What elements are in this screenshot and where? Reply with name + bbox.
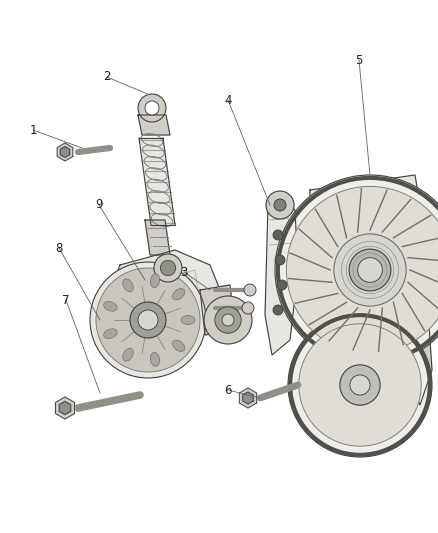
Polygon shape <box>60 147 70 157</box>
Polygon shape <box>145 220 170 255</box>
Ellipse shape <box>173 340 185 351</box>
Circle shape <box>274 199 286 211</box>
Circle shape <box>275 255 285 265</box>
Polygon shape <box>243 392 253 404</box>
Circle shape <box>288 313 432 457</box>
Circle shape <box>334 234 406 306</box>
Polygon shape <box>308 175 420 420</box>
Circle shape <box>90 262 206 378</box>
Polygon shape <box>139 138 175 225</box>
Circle shape <box>299 324 421 446</box>
Circle shape <box>242 302 254 314</box>
Polygon shape <box>57 143 73 161</box>
Circle shape <box>358 257 382 282</box>
Ellipse shape <box>104 302 117 311</box>
Circle shape <box>215 307 241 333</box>
Text: 3: 3 <box>180 265 188 279</box>
Ellipse shape <box>104 329 117 338</box>
Circle shape <box>145 101 159 115</box>
Polygon shape <box>56 397 74 419</box>
Circle shape <box>286 187 438 353</box>
Circle shape <box>350 375 370 395</box>
Circle shape <box>273 230 283 240</box>
Circle shape <box>130 302 166 338</box>
Circle shape <box>266 191 294 219</box>
Circle shape <box>277 280 287 290</box>
Ellipse shape <box>150 273 159 287</box>
Circle shape <box>244 284 256 296</box>
Polygon shape <box>265 195 298 355</box>
Ellipse shape <box>181 316 195 325</box>
Circle shape <box>275 175 438 365</box>
Text: 4: 4 <box>224 93 232 107</box>
Text: 1: 1 <box>29 124 37 136</box>
Circle shape <box>340 365 380 405</box>
Polygon shape <box>392 290 432 405</box>
Text: 2: 2 <box>103 70 111 84</box>
Polygon shape <box>200 285 235 335</box>
Circle shape <box>204 296 252 344</box>
Circle shape <box>138 94 166 122</box>
Polygon shape <box>105 250 220 375</box>
Polygon shape <box>239 388 257 408</box>
Ellipse shape <box>123 348 133 361</box>
Text: 8: 8 <box>55 241 63 254</box>
Polygon shape <box>138 115 170 135</box>
Text: 6: 6 <box>224 384 232 397</box>
Text: 9: 9 <box>95 198 103 212</box>
Ellipse shape <box>173 289 185 300</box>
Text: 7: 7 <box>62 294 70 306</box>
Circle shape <box>138 310 158 330</box>
Circle shape <box>154 254 182 282</box>
Circle shape <box>160 260 176 276</box>
Polygon shape <box>59 401 71 415</box>
Text: 5: 5 <box>355 53 363 67</box>
Ellipse shape <box>123 279 133 292</box>
Circle shape <box>96 268 200 372</box>
Circle shape <box>222 314 234 326</box>
Circle shape <box>349 249 391 291</box>
Circle shape <box>273 305 283 315</box>
Ellipse shape <box>150 352 159 366</box>
